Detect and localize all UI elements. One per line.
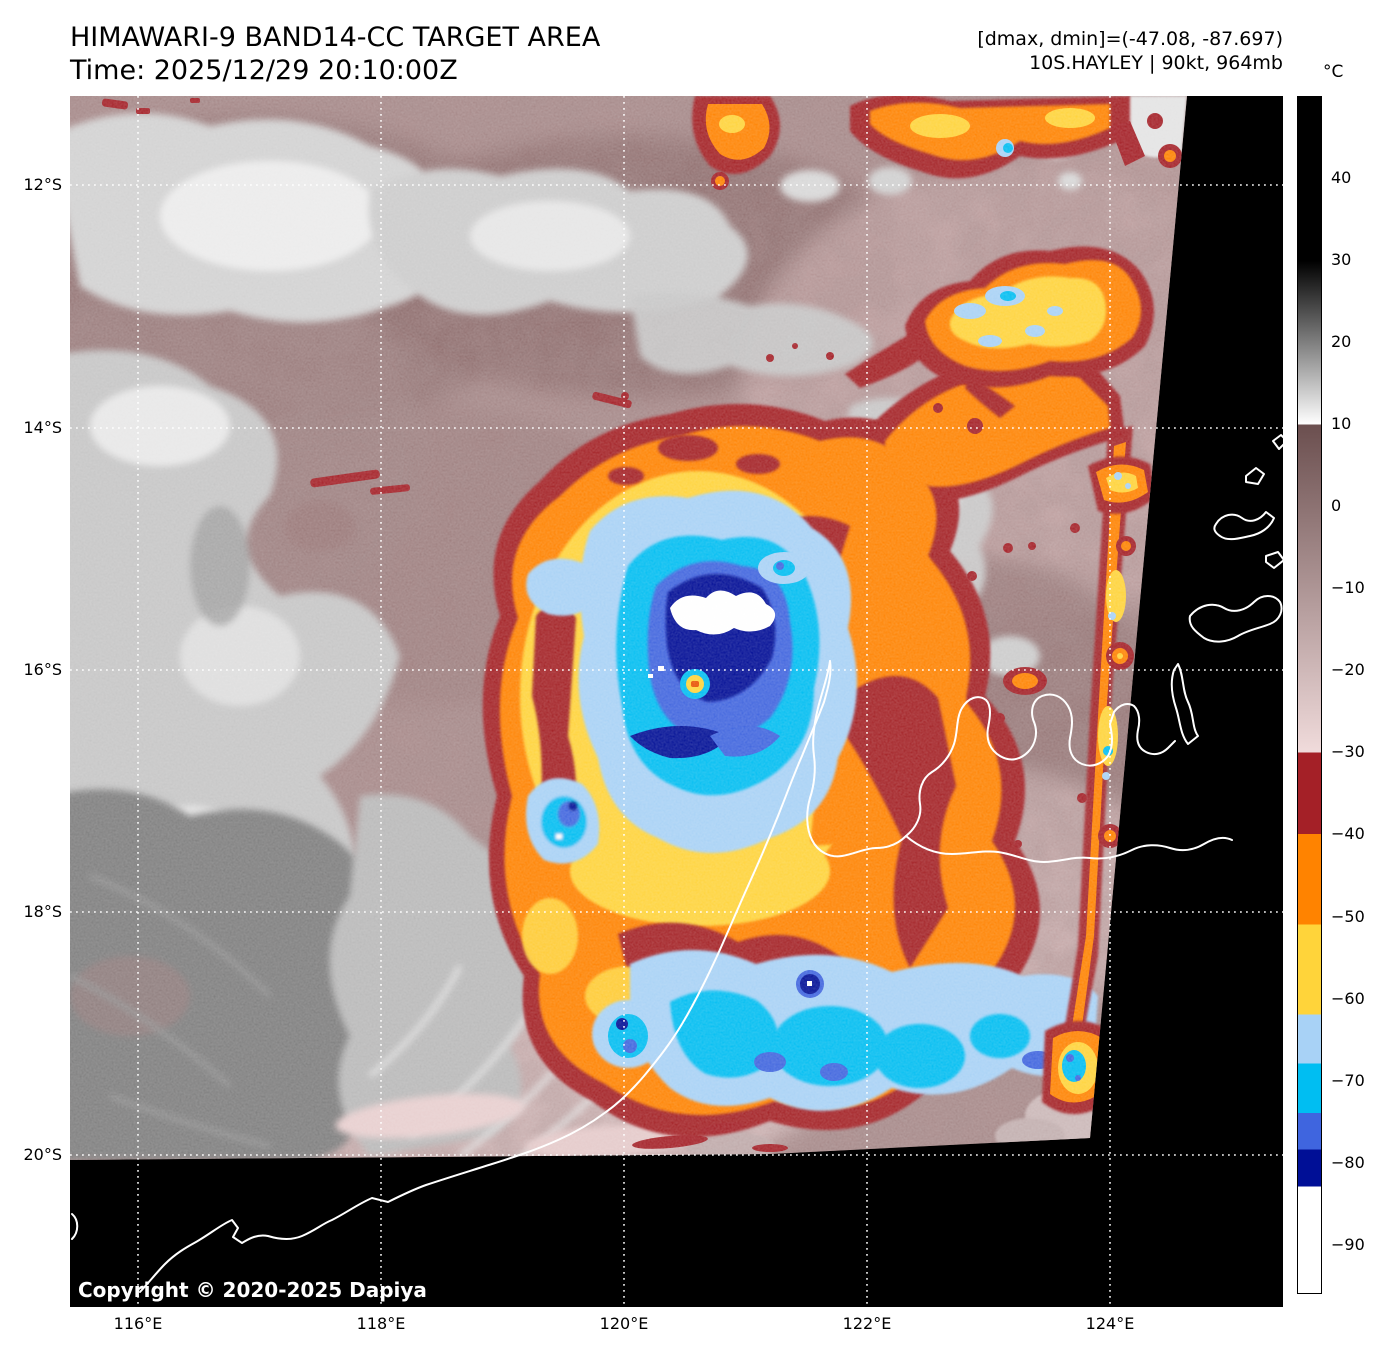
map-plot-area: Copyright © 2020-2025 Dapiya (70, 96, 1283, 1307)
satellite-image (70, 96, 1283, 1307)
cb-tick-m90: −90 (1331, 1235, 1365, 1254)
cb-tick-m10: −10 (1331, 578, 1365, 597)
cb-tick-m60: −60 (1331, 989, 1365, 1008)
cb-tick-30: 30 (1331, 250, 1352, 269)
copyright-watermark: Copyright © 2020-2025 Dapiya (78, 1278, 427, 1302)
product-title: HIMAWARI-9 BAND14-CC TARGET AREA (70, 22, 601, 53)
cb-tick-0: 0 (1331, 496, 1342, 515)
y-tick-12s: 12°S (23, 175, 62, 194)
cb-tick-m40: −40 (1331, 824, 1365, 843)
cb-tick-10: 10 (1331, 414, 1352, 433)
x-tick-122e: 122°E (842, 1314, 892, 1333)
y-tick-20s: 20°S (23, 1145, 62, 1164)
cb-tick-40: 40 (1331, 168, 1352, 187)
temperature-colorbar (1297, 96, 1322, 1294)
y-tick-18s: 18°S (23, 902, 62, 921)
storm-intensity-readout: 10S.HAYLEY | 90kt, 964mb (1029, 52, 1283, 74)
cb-tick-m30: −30 (1331, 742, 1365, 761)
pixel-grain-texture (70, 96, 1187, 1160)
graticule-gridlines (70, 96, 1283, 1307)
y-tick-14s: 14°S (23, 418, 62, 437)
cb-tick-20: 20 (1331, 332, 1352, 351)
kimberley-islands (1170, 434, 1283, 745)
x-tick-120e: 120°E (599, 1314, 649, 1333)
x-tick-116e: 116°E (113, 1314, 163, 1333)
cb-tick-m80: −80 (1331, 1153, 1365, 1172)
header-annotations: [dmax, dmin]=(-47.08, -87.697) 10S.HAYLE… (977, 27, 1283, 75)
colorbar-unit-label: °C (1323, 62, 1344, 82)
cb-tick-m20: −20 (1331, 660, 1365, 679)
x-tick-118e: 118°E (356, 1314, 406, 1333)
x-tick-124e: 124°E (1085, 1314, 1135, 1333)
cb-tick-m50: −50 (1331, 907, 1365, 926)
page-title: HIMAWARI-9 BAND14-CC TARGET AREA Time: 2… (70, 21, 600, 87)
data-swath (70, 96, 1187, 1160)
small-west-island (71, 1213, 79, 1240)
dmax-dmin-readout: [dmax, dmin]=(-47.08, -87.697) (977, 28, 1283, 50)
product-time: Time: 2025/12/29 20:10:00Z (70, 55, 458, 86)
cb-tick-m70: −70 (1331, 1071, 1365, 1090)
y-tick-16s: 16°S (23, 660, 62, 679)
